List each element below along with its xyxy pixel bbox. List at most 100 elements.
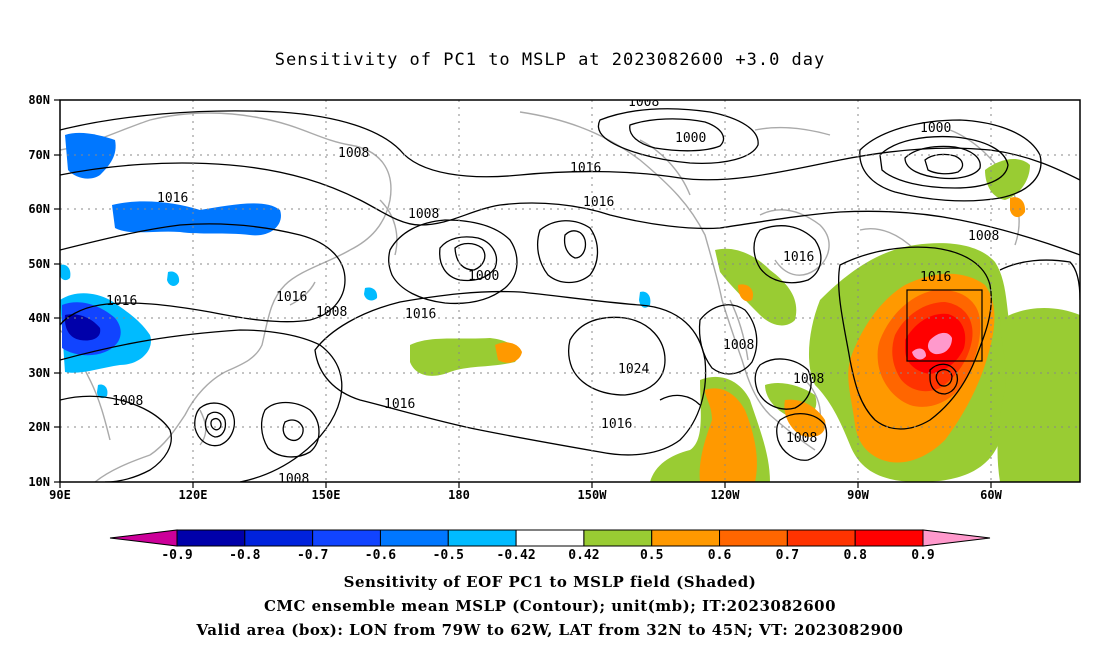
shade-negative-arctic <box>65 132 116 179</box>
shade-positive-greenland <box>985 158 1030 200</box>
contour-label: 1016 <box>384 397 415 412</box>
colorbar-box <box>447 529 517 547</box>
contour-label: 1008 <box>786 431 817 446</box>
contour-label: 1000 <box>675 131 706 146</box>
lat-label: 70N <box>28 148 50 162</box>
contour-label: 1008 <box>793 372 824 387</box>
lat-label: 50N <box>28 257 50 271</box>
colorbar-label: -0.9 <box>161 548 192 563</box>
lat-label: 40N <box>28 311 50 325</box>
colorbar-box <box>176 529 246 547</box>
footer-line-3: Valid area (box): LON from 79W to 62W, L… <box>196 621 904 639</box>
lon-label: 90W <box>847 488 869 502</box>
gridlines <box>60 100 1080 482</box>
shade-pink-max <box>927 332 952 355</box>
colorbar-label: 0.42 <box>568 548 599 563</box>
contour-label: 1008 <box>338 146 369 161</box>
contour-label: 1000 <box>920 121 951 136</box>
contour-label: 1016 <box>570 161 601 176</box>
contour-label: 1016 <box>157 191 188 206</box>
shade-orange-greenland <box>1010 197 1026 218</box>
contour-label: 1016 <box>583 195 614 210</box>
contour-label: 1016 <box>601 417 632 432</box>
colorbar-min-triangle <box>109 529 178 547</box>
longitude-labels: 90E 120E 150E 180 150W 120W 90W 60W <box>49 488 1002 502</box>
shade-orange-westpac <box>738 284 754 302</box>
shade-negative-small1 <box>167 271 180 286</box>
colorbar-label: 0.7 <box>776 548 799 563</box>
colorbar-label: -0.6 <box>365 548 396 563</box>
contour-label: 1016 <box>276 290 307 305</box>
colorbar-label: -0.42 <box>497 548 536 563</box>
contour-label: 1008 <box>112 394 143 409</box>
contour-label: 1008 <box>723 338 754 353</box>
colorbar <box>109 529 991 547</box>
contour-labels: 1008 1000 1000 1016 1016 1008 1016 1008 … <box>106 95 999 487</box>
tick-marks <box>54 99 992 488</box>
lon-label: 120E <box>179 488 208 502</box>
shade-orange-gulf <box>784 399 826 437</box>
lon-label: 180 <box>448 488 470 502</box>
shade-positive-west-america <box>715 248 797 326</box>
lat-label: 20N <box>28 420 50 434</box>
colorbar-label: 0.6 <box>708 548 732 563</box>
footer-line-1: Sensitivity of EOF PC1 to MSLP field (Sh… <box>343 573 757 591</box>
colorbar-box <box>244 529 314 547</box>
latitude-labels: 80N 70N 60N 50N 40N 30N 20N 10N <box>28 93 50 489</box>
shade-negative-small4 <box>60 264 71 281</box>
lat-label: 80N <box>28 93 50 107</box>
contour-label: 1008 <box>968 229 999 244</box>
shading-layer <box>60 132 1080 482</box>
shade-negative-eurasia-deep <box>64 314 101 341</box>
shade-orange-south-na <box>699 388 757 482</box>
map-frame <box>59 99 1081 483</box>
lon-label: 120W <box>711 488 741 502</box>
shade-negative-small5 <box>97 384 108 399</box>
shade-positive-east-atlantic <box>997 308 1080 482</box>
valid-area-box <box>906 289 983 362</box>
lat-label: 60N <box>28 202 50 216</box>
lat-label: 10N <box>28 475 50 489</box>
colorbar-max-triangle <box>922 529 991 547</box>
lon-label: 150W <box>578 488 608 502</box>
lon-label: 150E <box>312 488 341 502</box>
contour-label: 1008 <box>316 305 347 320</box>
colorbar-box <box>379 529 449 547</box>
lat-label: 30N <box>28 366 50 380</box>
contour-label: 1024 <box>618 362 649 377</box>
shade-negative-small3 <box>639 291 651 308</box>
contour-label: 1016 <box>405 307 436 322</box>
lon-label: 90E <box>49 488 71 502</box>
colorbar-box <box>719 529 788 547</box>
contour-label: 1008 <box>278 472 309 487</box>
colorbar-label: -0.5 <box>433 548 464 563</box>
contour-label: 1016 <box>106 294 137 309</box>
colorbar-labels: -0.9 -0.8 -0.7 -0.6 -0.5 -0.42 0.42 0.5 0.6 0.7 0.… <box>161 548 934 563</box>
shade-positive-pacific <box>410 338 519 376</box>
mslp-contours <box>60 108 1080 482</box>
colorbar-box <box>651 529 721 547</box>
colorbar-box <box>312 529 381 547</box>
colorbar-label: 0.8 <box>843 548 867 563</box>
shade-negative-small2 <box>364 287 378 301</box>
contour-label: 1016 <box>920 270 951 285</box>
colorbar-box <box>854 529 924 547</box>
shade-orange-pacific <box>495 342 522 363</box>
colorbar-label: 0.9 <box>911 548 934 563</box>
contour-label: 1016 <box>783 250 814 265</box>
footer-line-2: CMC ensemble mean MSLP (Contour); unit(m… <box>263 597 837 615</box>
colorbar-box <box>583 529 653 547</box>
shade-pink-max2 <box>912 348 926 360</box>
shade-negative-north-asia <box>112 201 281 236</box>
colorbar-label: -0.8 <box>229 548 260 563</box>
colorbar-label: -0.7 <box>297 548 328 563</box>
colorbar-box <box>515 529 585 547</box>
lon-label: 60W <box>980 488 1002 502</box>
contour-label: 1008 <box>408 207 439 222</box>
contour-label: 1008 <box>628 95 659 110</box>
contour-label: 1000 <box>468 269 499 284</box>
colorbar-box <box>786 529 856 547</box>
map-title: Sensitivity of PC1 to MSLP at 2023082600… <box>274 50 826 70</box>
